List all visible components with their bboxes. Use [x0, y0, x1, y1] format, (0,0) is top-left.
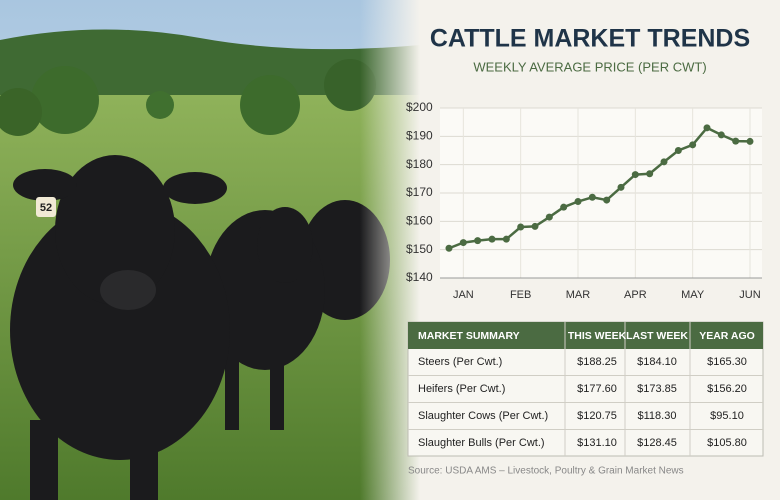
table-cell: $95.10 — [710, 410, 744, 422]
point — [646, 170, 654, 178]
table-cell: $156.20 — [707, 383, 747, 395]
table-cell: $131.10 — [577, 437, 617, 449]
point — [459, 239, 467, 247]
x-tick-label: MAY — [681, 289, 705, 301]
point — [588, 193, 596, 201]
x-tick-label: JAN — [453, 289, 474, 301]
point — [517, 223, 525, 231]
table-header-cell: MARKET SUMMARY — [418, 330, 520, 342]
y-tick-label: $160 — [406, 214, 433, 228]
y-tick-label: $170 — [406, 185, 433, 199]
table-header-cell: LAST WEEK — [626, 330, 688, 342]
point — [689, 141, 697, 149]
table-cell: Slaughter Bulls (Per Cwt.) — [418, 437, 545, 449]
x-tick-label: APR — [624, 289, 647, 301]
x-tick-label: FEB — [510, 289, 531, 301]
point — [703, 124, 711, 132]
point — [574, 198, 582, 205]
ear-tag — [36, 197, 56, 217]
point — [660, 158, 668, 166]
table-cell: $177.60 — [577, 383, 617, 395]
y-tick-label: $140 — [406, 270, 433, 284]
point — [717, 131, 725, 139]
y-tick-label: $180 — [406, 157, 433, 171]
point — [502, 235, 510, 243]
point — [445, 244, 453, 252]
table-cell: $120.75 — [577, 410, 617, 422]
chart-title: CATTLE MARKET TRENDS — [430, 25, 750, 53]
point — [631, 171, 639, 179]
table-cell: Slaughter Cows (Per Cwt.) — [418, 410, 548, 422]
point — [603, 196, 611, 204]
x-tick-label: MAR — [566, 289, 591, 301]
y-tick-label: $190 — [406, 129, 433, 143]
point — [488, 235, 496, 243]
table-cell: $173.85 — [637, 383, 677, 395]
table-header-cell: YEAR AGO — [699, 330, 755, 342]
ear-tag-number: 52 — [40, 202, 52, 214]
point — [732, 137, 740, 145]
table-cell: Heifers (Per Cwt.) — [418, 383, 505, 395]
point — [746, 137, 754, 145]
table-cell: $118.30 — [638, 410, 677, 422]
y-tick-label: $200 — [406, 100, 433, 114]
point — [617, 183, 625, 191]
chart-subtitle: WEEKLY AVERAGE PRICE (PER CWT) — [473, 59, 706, 74]
point — [545, 213, 553, 221]
x-tick-label: JUN — [739, 289, 760, 301]
table-cell: $165.30 — [707, 356, 747, 368]
table-cell: $184.10 — [637, 356, 677, 368]
point — [474, 237, 482, 245]
line — [448, 126, 751, 250]
table-cell: $105.80 — [707, 437, 747, 449]
table-cell: Steers (Per Cwt.) — [418, 356, 502, 368]
table-cell: $128.45 — [637, 437, 677, 449]
table-cell: $188.25 — [577, 356, 617, 368]
table-header — [408, 322, 763, 349]
point — [674, 147, 682, 154]
photo: 52 — [0, 0, 420, 500]
point — [560, 203, 568, 211]
source-note: Source: USDA AMS – Livestock, Poultry & … — [408, 466, 684, 477]
y-tick-label: $150 — [406, 242, 433, 256]
table-header-cell: THIS WEEK — [568, 330, 627, 342]
point — [531, 222, 539, 230]
